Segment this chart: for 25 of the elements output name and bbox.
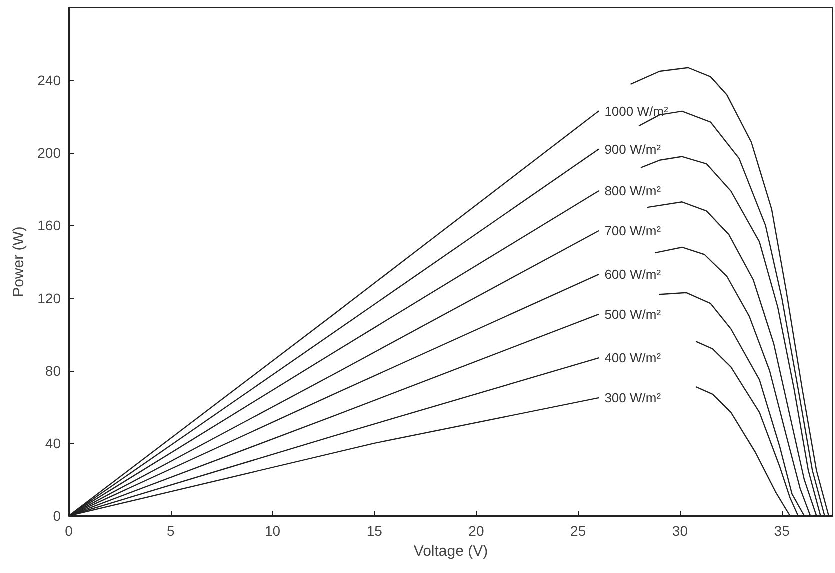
x-tick-label: 30 bbox=[672, 523, 688, 539]
series-label: 500 W/m² bbox=[604, 307, 662, 322]
x-tick-label: 15 bbox=[366, 523, 383, 539]
series-label: 300 W/m² bbox=[604, 390, 662, 406]
x-tick-label: 10 bbox=[264, 523, 281, 539]
x-tick-label: 5 bbox=[166, 523, 175, 539]
y-tick-label: 0 bbox=[53, 508, 62, 524]
series-label: 800 W/m² bbox=[604, 184, 662, 199]
series-label: 600 W/m² bbox=[604, 267, 662, 282]
y-axis-title: Power (W) bbox=[10, 226, 28, 298]
x-tick-label: 20 bbox=[468, 523, 484, 539]
y-tick-label: 200 bbox=[38, 145, 62, 162]
x-tick-label: 0 bbox=[65, 523, 74, 539]
series-label: 400 W/m² bbox=[604, 350, 662, 366]
y-tick-label: 40 bbox=[45, 435, 62, 452]
y-tick-label: 240 bbox=[38, 72, 62, 89]
y-tick-label: 160 bbox=[38, 218, 62, 234]
y-tick-label: 120 bbox=[38, 290, 62, 306]
y-tick-label: 80 bbox=[45, 362, 62, 379]
x-tick-label: 25 bbox=[570, 523, 586, 539]
x-axis-title: Voltage (V) bbox=[414, 543, 488, 560]
series-label: 900 W/m² bbox=[604, 142, 662, 158]
series-label: 1000 W/m² bbox=[604, 104, 669, 119]
x-tick-label: 35 bbox=[774, 523, 790, 539]
series-label: 700 W/m² bbox=[604, 224, 662, 239]
